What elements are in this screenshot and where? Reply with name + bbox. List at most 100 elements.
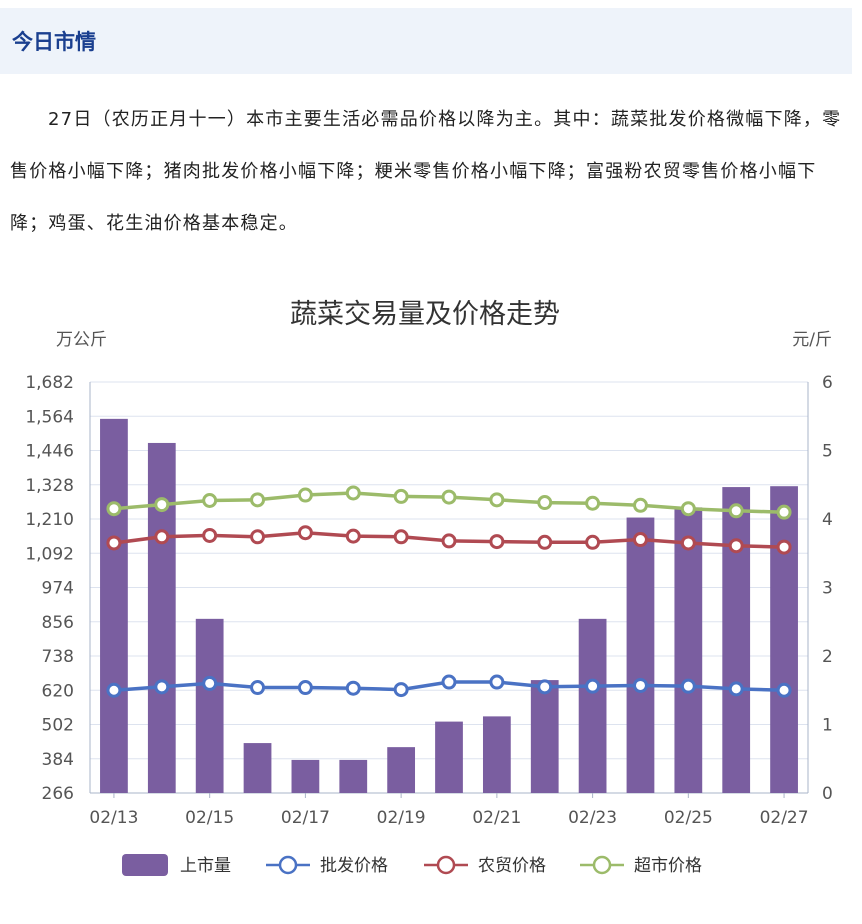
series-point bbox=[489, 534, 505, 550]
right-tick-label: 5 bbox=[822, 442, 833, 462]
summary-day: 27 bbox=[48, 109, 74, 130]
right-tick-label: 2 bbox=[822, 647, 833, 667]
series-point bbox=[776, 504, 792, 520]
bar bbox=[387, 747, 416, 793]
series-point bbox=[728, 538, 744, 554]
bar bbox=[770, 486, 798, 793]
left-tick-label: 1,328 bbox=[25, 476, 74, 496]
series-point bbox=[728, 503, 744, 519]
series-point bbox=[441, 533, 457, 549]
right-tick-label: 1 bbox=[822, 716, 833, 736]
series-point bbox=[537, 495, 553, 511]
section-header: 今日市情 bbox=[0, 8, 852, 74]
summary-text: 日（农历正月十一）本市主要生活必需品价格以降为主。其中：蔬菜批发价格微幅下降，零… bbox=[10, 109, 842, 234]
chart-title: 蔬菜交易量及价格走势 bbox=[290, 299, 560, 330]
left-tick-label: 974 bbox=[42, 579, 74, 599]
series-point bbox=[585, 534, 601, 550]
chart-legend: 上市量 批发价格 农贸价格 超市价格 bbox=[122, 854, 702, 876]
left-tick-label: 856 bbox=[42, 613, 74, 633]
series-point bbox=[776, 539, 792, 555]
left-tick-label: 502 bbox=[42, 716, 74, 736]
legend-label: 批发价格 bbox=[320, 856, 388, 876]
series-point bbox=[489, 492, 505, 508]
series-point bbox=[489, 674, 505, 690]
series-point bbox=[154, 679, 170, 695]
legend-swatch-point bbox=[592, 855, 612, 875]
series-point bbox=[250, 492, 266, 508]
series-point bbox=[680, 501, 696, 517]
bar bbox=[482, 716, 511, 793]
series-point bbox=[154, 497, 170, 513]
left-tick-label: 1,092 bbox=[25, 544, 74, 564]
line-series bbox=[106, 485, 792, 698]
series-point bbox=[202, 527, 218, 543]
legend-label: 上市量 bbox=[180, 856, 231, 876]
bar bbox=[626, 517, 655, 793]
x-tick-label: 02/25 bbox=[664, 808, 713, 828]
axis-ticks: 1,682 1,564 1,446 1,328 1,210 1,092 974 856 738 6… bbox=[25, 373, 833, 828]
bar bbox=[435, 721, 463, 793]
legend-label: 农贸价格 bbox=[478, 856, 546, 876]
series-point bbox=[585, 495, 601, 511]
series-point bbox=[585, 678, 601, 694]
series-point bbox=[728, 681, 744, 697]
series-point bbox=[154, 529, 170, 545]
series-point bbox=[776, 682, 792, 698]
right-tick-label: 4 bbox=[822, 510, 833, 530]
series-point bbox=[106, 682, 122, 698]
series-point bbox=[537, 534, 553, 550]
legend-label: 超市价格 bbox=[634, 856, 702, 876]
series-point bbox=[297, 525, 313, 541]
series-point bbox=[345, 528, 361, 544]
x-tick-label: 02/23 bbox=[568, 808, 617, 828]
series-point bbox=[106, 501, 122, 517]
left-tick-label: 1,210 bbox=[25, 510, 74, 530]
left-tick-label: 1,682 bbox=[25, 373, 74, 393]
bar bbox=[100, 418, 128, 793]
bar bbox=[291, 759, 320, 793]
series-point bbox=[250, 529, 266, 545]
legend-swatch-point bbox=[436, 855, 456, 875]
bar bbox=[578, 618, 607, 793]
market-summary: 27日（农历正月十一）本市主要生活必需品价格以降为主。其中：蔬菜批发价格微幅下降… bbox=[10, 94, 852, 250]
left-tick-label: 1,446 bbox=[25, 442, 74, 462]
series-point bbox=[297, 487, 313, 503]
series-point bbox=[393, 488, 409, 504]
series-point bbox=[345, 485, 361, 501]
series-point bbox=[632, 497, 648, 513]
series-point bbox=[680, 678, 696, 694]
series-point bbox=[202, 675, 218, 691]
x-tick-label: 02/17 bbox=[281, 808, 330, 828]
legend-swatch-bar bbox=[122, 854, 168, 876]
series-point bbox=[106, 535, 122, 551]
x-tick-label: 02/13 bbox=[89, 808, 138, 828]
x-tick-label: 02/21 bbox=[472, 808, 521, 828]
vegetable-chart: 蔬菜交易量及价格走势 万公斤 元/斤 1,6821,5641,4461,3281… bbox=[25, 299, 833, 876]
x-tick-label: 02/19 bbox=[377, 808, 426, 828]
left-tick-label: 620 bbox=[42, 681, 74, 701]
series-point bbox=[632, 677, 648, 693]
right-tick-label: 3 bbox=[822, 579, 833, 599]
series-point bbox=[250, 680, 266, 696]
bar bbox=[339, 759, 368, 793]
series-point bbox=[345, 680, 361, 696]
x-tick-label: 02/27 bbox=[760, 808, 809, 828]
legend-swatch-point bbox=[278, 855, 298, 875]
left-tick-label: 384 bbox=[42, 750, 74, 770]
right-axis-unit: 元/斤 bbox=[792, 330, 832, 350]
left-tick-label: 266 bbox=[42, 784, 74, 804]
bar bbox=[722, 487, 751, 793]
series-point bbox=[441, 489, 457, 505]
section-title: 今日市情 bbox=[12, 30, 96, 54]
series-point bbox=[393, 529, 409, 545]
series-point bbox=[393, 682, 409, 698]
bar bbox=[243, 743, 272, 793]
series-point bbox=[297, 680, 313, 696]
bar bbox=[195, 618, 224, 793]
bar bbox=[147, 442, 176, 793]
left-axis-unit: 万公斤 bbox=[56, 330, 107, 350]
x-tick-label: 02/15 bbox=[185, 808, 234, 828]
series-point bbox=[537, 679, 553, 695]
series-point bbox=[632, 532, 648, 548]
bar bbox=[674, 507, 703, 793]
